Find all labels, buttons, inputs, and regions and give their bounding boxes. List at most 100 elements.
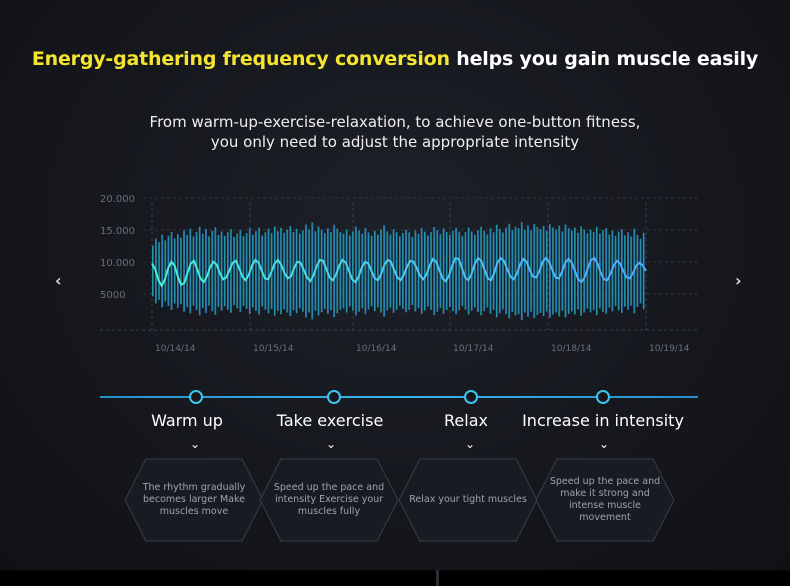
chart-bar xyxy=(195,231,198,311)
chart-bar xyxy=(617,231,620,311)
chart-bar xyxy=(352,231,354,311)
chart-bar xyxy=(161,234,164,308)
chart-bar xyxy=(480,226,483,316)
chart-bar xyxy=(589,229,592,313)
chart-bar xyxy=(524,229,526,313)
y-tick-label: 20.000 xyxy=(100,194,135,205)
chart-bar xyxy=(477,230,479,312)
x-tick-label: 10/14/14 xyxy=(155,344,196,354)
title-highlight: Energy-gathering frequency conversion xyxy=(31,48,450,70)
chart-bar xyxy=(639,238,642,304)
chart-bar xyxy=(230,229,232,313)
chart-bar xyxy=(355,226,357,316)
chart-bar xyxy=(436,230,439,312)
chart-bar xyxy=(458,231,461,311)
chart-bar xyxy=(320,229,323,313)
chart-bar xyxy=(452,230,454,312)
chart-bar xyxy=(192,236,195,306)
chart-bar xyxy=(383,225,386,317)
chart-bar xyxy=(408,232,411,310)
chart-bar xyxy=(267,228,270,314)
chart-bar xyxy=(295,228,298,314)
stage-node-warm-up[interactable] xyxy=(189,390,203,404)
page-subtitle: From warm-up-exercise-relaxation, to ach… xyxy=(0,112,790,152)
bottom-divider xyxy=(436,570,439,586)
chart-bar xyxy=(558,225,561,317)
chart-bar xyxy=(180,237,182,305)
chart-bar xyxy=(395,232,398,310)
chart-bar xyxy=(627,232,629,310)
chart-bar xyxy=(555,229,558,313)
chart-bar xyxy=(624,235,626,307)
chart-bar xyxy=(214,227,217,315)
stage-desc-text: Speed up the pace and intensity Exercise… xyxy=(273,482,385,517)
chart-bar xyxy=(630,236,633,306)
chart-bar xyxy=(223,235,226,307)
chevron-down-icon: ⌄ xyxy=(464,437,476,451)
y-tick-label: 15.000 xyxy=(100,226,135,237)
chart-bar xyxy=(183,230,185,312)
chart-bar xyxy=(167,235,170,307)
chart-bar xyxy=(361,233,364,309)
chart-bar xyxy=(592,231,595,311)
chart-bar xyxy=(430,232,432,310)
chart-bar xyxy=(242,236,245,306)
chart-bar xyxy=(311,222,314,320)
chart-bar xyxy=(505,227,508,315)
chart-bar xyxy=(583,229,586,313)
x-tick-label: 10/15/14 xyxy=(253,344,294,354)
chart-bar xyxy=(636,234,639,308)
title-rest: helps you gain muscle easily xyxy=(449,48,759,70)
prev-arrow-icon[interactable]: ‹ xyxy=(55,271,62,290)
feature-panel: Energy-gathering frequency conversion he… xyxy=(0,0,790,571)
chart-bar xyxy=(386,231,389,311)
chart-bar xyxy=(564,224,567,318)
chart-bar xyxy=(205,228,207,314)
chart-bar xyxy=(367,232,370,310)
subtitle-line-1: From warm-up-exercise-relaxation, to ach… xyxy=(149,113,641,131)
wave-line xyxy=(151,256,647,288)
chart-bar xyxy=(202,233,204,309)
stage-node-increase-intensity[interactable] xyxy=(596,390,610,404)
stage-node-take-exercise[interactable] xyxy=(327,390,341,404)
chart-bar xyxy=(580,226,583,316)
chart-bar xyxy=(420,228,423,314)
subtitle-line-2: you only need to adjust the appropriate … xyxy=(210,133,580,151)
stage-node-relax[interactable] xyxy=(464,390,478,404)
chart-bar xyxy=(595,226,598,316)
y-tick-label: 5000 xyxy=(100,290,125,301)
x-tick-label: 10/16/14 xyxy=(356,344,397,354)
chart-bar xyxy=(567,228,570,314)
chart-bar xyxy=(152,245,154,297)
x-tick-label: 10/17/14 xyxy=(453,344,494,354)
chart-bar xyxy=(445,231,448,311)
stage-desc-text: Relax your tight muscles xyxy=(409,494,527,505)
x-tick-label: 10/19/14 xyxy=(649,344,690,354)
chart-bar xyxy=(280,227,282,315)
chart-bar xyxy=(502,232,504,310)
chart-bar xyxy=(277,231,279,311)
chart-bar xyxy=(433,227,436,315)
chart-bar xyxy=(608,234,611,308)
chart-bar xyxy=(220,231,223,311)
y-tick-label: 10.000 xyxy=(100,258,135,269)
stage-desc-text: Speed up the pace and make it strong and… xyxy=(549,476,661,523)
chart-bar xyxy=(402,233,404,309)
chart-bar xyxy=(333,224,336,318)
stage-label-warm-up: Warm up xyxy=(151,411,223,430)
chart-bar xyxy=(198,226,201,316)
chart-bar xyxy=(308,229,311,313)
chart-bar xyxy=(339,232,342,310)
chart-bar xyxy=(233,236,236,306)
stage-desc-relax: Relax your tight muscles xyxy=(398,458,538,542)
next-arrow-icon[interactable]: › xyxy=(735,271,742,290)
chart-bar xyxy=(489,228,492,314)
chart-bar xyxy=(177,234,179,308)
stage-desc-warm-up: The rhythm gradually becomes larger Make… xyxy=(124,458,264,542)
chart-bar xyxy=(211,230,214,312)
chart-bar xyxy=(258,227,261,315)
chart-bar xyxy=(577,232,579,310)
chart-bar xyxy=(442,228,445,314)
chart-bar xyxy=(514,226,517,316)
chart-bar xyxy=(570,230,573,312)
